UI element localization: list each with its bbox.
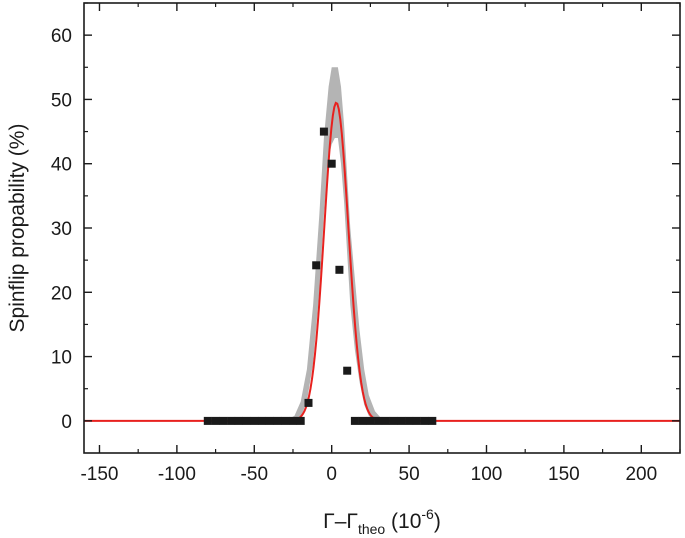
- data-point: [366, 416, 375, 425]
- data-point: [335, 265, 344, 274]
- data-point: [211, 416, 220, 425]
- data-point: [420, 416, 429, 425]
- data-point: [273, 416, 282, 425]
- data-point: [312, 261, 321, 270]
- x-axis-title-main: Γ–Γ: [323, 510, 358, 533]
- data-point: [428, 416, 437, 425]
- x-tick-label: 100: [471, 464, 503, 485]
- data-point: [265, 416, 274, 425]
- data-point: [258, 416, 266, 425]
- x-axis-title-sub: theo: [358, 521, 385, 537]
- data-point: [381, 416, 390, 425]
- x-axis-title: Γ–Γtheo (10-6): [323, 506, 441, 537]
- data-point: [304, 398, 313, 407]
- data-point: [281, 416, 290, 425]
- x-tick-label: 150: [548, 464, 580, 485]
- x-tick-label: 50: [399, 464, 420, 485]
- x-tick-label: -50: [241, 464, 268, 485]
- fit-line-layer: [84, 101, 680, 422]
- data-point: [242, 416, 251, 425]
- y-tick-label: 50: [51, 90, 72, 111]
- data-point: [343, 366, 352, 375]
- data-point: [219, 416, 228, 425]
- data-point: [358, 416, 367, 425]
- data-point: [327, 159, 336, 168]
- data-point: [412, 416, 421, 425]
- x-tick-labels: -150 -100 -50 0 50 100 150 200: [80, 464, 657, 485]
- y-tick-label: 30: [51, 219, 72, 240]
- data-point: [289, 416, 297, 425]
- data-point: [350, 416, 359, 425]
- x-axis-title-units: (10: [385, 510, 421, 533]
- y-tick-label: 60: [51, 26, 72, 47]
- data-point: [250, 416, 259, 425]
- x-axis-title-close: ): [434, 510, 441, 533]
- data-point: [234, 416, 243, 425]
- data-point: [389, 416, 398, 425]
- data-point: [227, 416, 236, 425]
- y-tick-label: 10: [51, 348, 72, 369]
- y-tick-label: 20: [51, 283, 72, 304]
- y-tick-label: 40: [51, 155, 72, 176]
- x-tick-label: -100: [158, 464, 196, 485]
- axis-ticks: [84, 2, 681, 453]
- data-point: [397, 416, 406, 425]
- x-axis-title-exp: -6: [421, 506, 434, 522]
- x-tick-label: -150: [80, 464, 118, 485]
- x-tick-label: 0: [326, 464, 337, 485]
- plot-frame: [83, 2, 681, 454]
- data-point: [374, 416, 383, 425]
- confidence-band-layer: [285, 67, 391, 421]
- y-tick-label: 0: [61, 412, 72, 433]
- confidence-band: [285, 67, 391, 421]
- data-points-layer: [203, 127, 437, 425]
- x-tick-label: 200: [625, 464, 657, 485]
- y-tick-labels: 0 10 20 30 40 50 60: [51, 26, 72, 433]
- y-axis-title: Spinflip propability (%): [6, 124, 29, 333]
- data-point: [405, 416, 414, 425]
- fit-curve: [84, 101, 680, 422]
- data-point: [319, 127, 328, 136]
- data-point: [203, 416, 212, 425]
- data-point: [296, 416, 305, 425]
